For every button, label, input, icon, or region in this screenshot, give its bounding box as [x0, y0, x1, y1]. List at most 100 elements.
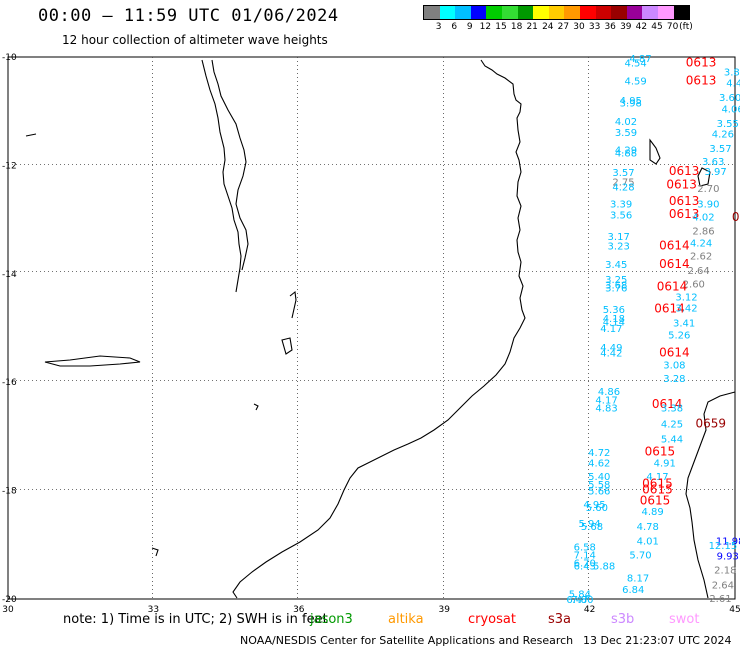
- legend-swatch: [626, 6, 643, 19]
- pass-time-label: 0613: [686, 73, 717, 87]
- legend-swatch: [424, 6, 440, 19]
- legend-tick: 3: [435, 22, 442, 32]
- pass-time-label: 0615: [640, 493, 671, 507]
- wave-height-label: 3.28: [663, 374, 685, 385]
- wave-height-label: 4.17: [595, 396, 617, 407]
- legend-swatch: [579, 6, 596, 19]
- wave-height-label: 3.98: [620, 99, 642, 110]
- legend-tick: 42: [635, 22, 648, 32]
- wave-height-label: 4.95: [583, 500, 605, 511]
- river-fragment-3: [151, 547, 159, 557]
- pass-time-label: 0659: [695, 416, 726, 430]
- lon-tick-label: 33: [148, 605, 159, 615]
- lat-tick-label: -14: [2, 270, 17, 280]
- wave-height-label: 3.68: [605, 281, 627, 292]
- island-comoros-2: [697, 167, 711, 187]
- island-west-lake: [44, 355, 141, 367]
- wave-height-label: 3.56: [610, 211, 632, 222]
- wave-height-label: 4.17: [646, 472, 668, 483]
- wave-height-label: 6.58: [574, 542, 596, 553]
- lat-tick-label: -10: [2, 53, 17, 63]
- wave-height-label: 3.45: [605, 260, 627, 271]
- wave-height-label: 2.61: [709, 594, 731, 605]
- legend-swatch: [548, 6, 565, 19]
- latitude-labels: -10 -12 -14 -16 -18 -20: [2, 53, 17, 605]
- legend-tick: 33: [588, 22, 601, 32]
- coastlines: [25, 59, 736, 599]
- lon-tick-label: 30: [2, 605, 14, 615]
- wave-height-label: 6.70: [574, 559, 596, 570]
- wave-height-label: 12.15: [709, 541, 738, 552]
- legend-tick: 24: [542, 22, 554, 32]
- wave-height-label: 4.62: [588, 458, 610, 469]
- legend-tick: 9: [466, 22, 473, 32]
- wave-height-label: 3.97: [704, 167, 726, 178]
- lon-tick-label: 39: [438, 605, 450, 615]
- pass-time-label: 0613: [669, 194, 700, 208]
- satellite-altika: altika: [388, 612, 424, 627]
- coastline-lake-west: [201, 59, 242, 293]
- wave-height-label: 4.06: [721, 104, 740, 115]
- wave-height-label: 3.63: [702, 157, 724, 168]
- river-fragment-1: [289, 290, 297, 319]
- wave-height-label: 5.36: [603, 305, 625, 316]
- legend-tick: 21: [526, 22, 538, 32]
- footer-note: note: 1) Time is in UTC; 2) SWH is in fe…: [63, 612, 328, 627]
- wave-height-label: 5.60: [586, 503, 608, 514]
- wave-height-label: 4.91: [654, 458, 676, 469]
- wave-height-label: 5.68: [581, 522, 603, 533]
- lat-tick-label: -16: [2, 378, 17, 388]
- legend-tick: 36: [604, 22, 616, 32]
- wave-height-label: 3.84: [724, 68, 740, 79]
- wave-height-label: 4.28: [612, 183, 634, 194]
- wave-height-label: 5.40: [588, 472, 610, 483]
- wave-height-label: 4.42: [600, 348, 622, 359]
- pass-time-label: 0614: [652, 397, 683, 411]
- pass-time-label: 0615: [642, 483, 673, 497]
- wave-height-label: 6.84: [622, 585, 644, 596]
- pass-time-label: 0613: [686, 55, 717, 69]
- wave-height-label: 2.60: [683, 280, 705, 291]
- wave-height-label: 3.39: [610, 199, 632, 210]
- observation-labels: 4.874.5406134.973.844.5906134.483.604.95…: [566, 54, 740, 606]
- wave-height-label: 5.88: [593, 561, 615, 572]
- wave-height-label: 3.38: [661, 404, 683, 415]
- pass-time-label: 0614: [654, 301, 685, 315]
- wave-height-label: 5.66: [588, 487, 610, 498]
- wave-height-label: 2.62: [690, 251, 712, 262]
- coastline-east-shore: [685, 391, 736, 599]
- wave-height-label: 5.58: [588, 480, 610, 491]
- lon-tick-label: 36: [293, 605, 305, 615]
- legend-tick: 70: [666, 22, 679, 32]
- island-lake-small: [281, 337, 293, 355]
- wave-height-label: 5.26: [668, 331, 690, 342]
- satellite-s3a: s3a: [548, 612, 572, 627]
- legend-tick: 18: [510, 22, 523, 32]
- wave-height-label: 3.57: [709, 144, 731, 155]
- wave-height-label: 3.42: [675, 303, 697, 314]
- satellite-swot: swot: [669, 612, 700, 627]
- legend-swatch: [455, 6, 471, 19]
- map-frame: [7, 56, 736, 600]
- legend-swatch: [486, 6, 502, 19]
- wave-height-label: 5.44: [661, 435, 683, 446]
- wave-height-label: 4.17: [600, 324, 622, 335]
- legend-unit: (ft): [679, 22, 693, 32]
- legend-swatch: [611, 6, 627, 19]
- wave-height-label: 5.70: [629, 551, 651, 562]
- legend-tick: 39: [620, 22, 632, 32]
- wave-height-label: 4.49: [600, 343, 622, 354]
- river-fragment-4: [25, 133, 37, 137]
- wave-height-label: 7.80: [571, 595, 593, 606]
- wave-height-label: 4.29: [615, 146, 637, 157]
- wave-height-label: 5.94: [578, 519, 600, 530]
- wave-height-label: 6.43: [574, 561, 596, 572]
- legend-swatch: [564, 6, 580, 19]
- lat-tick-label: -20: [2, 595, 17, 605]
- wave-height-label: 4.02: [615, 117, 637, 128]
- pass-time-label: 0614: [659, 257, 690, 271]
- satellite-s3b: s3b: [611, 612, 635, 627]
- wave-height-label: 4.54: [625, 58, 647, 69]
- legend-tick: 12: [479, 22, 492, 32]
